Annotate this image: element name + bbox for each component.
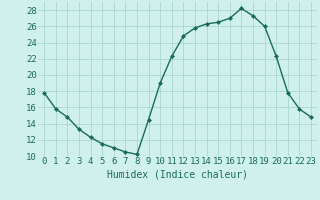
X-axis label: Humidex (Indice chaleur): Humidex (Indice chaleur)	[107, 169, 248, 179]
